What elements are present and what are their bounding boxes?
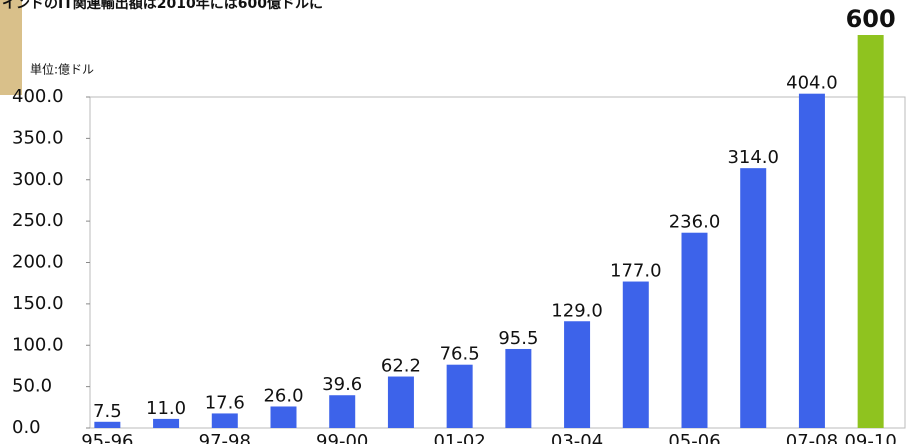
bar	[681, 232, 708, 428]
value-label: 314.0	[727, 147, 779, 168]
y-tick-label: 400.0	[12, 86, 64, 107]
y-tick-label: 50.0	[12, 376, 52, 397]
value-label: 600	[846, 5, 896, 33]
bar	[622, 281, 649, 428]
photo-fragment	[0, 0, 22, 95]
bar	[740, 168, 767, 429]
bar	[446, 364, 473, 428]
bar	[153, 418, 180, 428]
value-label: 7.5	[93, 401, 122, 422]
y-tick-label: 250.0	[12, 210, 64, 231]
x-tick-label: 09-10	[844, 431, 896, 444]
bar	[94, 421, 121, 428]
bar	[211, 413, 238, 428]
value-label: 404.0	[786, 73, 838, 94]
x-tick-label: 99-00	[316, 431, 368, 444]
plot-frame	[89, 96, 906, 429]
y-tick-label: 350.0	[12, 127, 64, 148]
value-label: 11.0	[146, 398, 186, 419]
x-tick-label: 03-04	[551, 431, 603, 444]
bar	[857, 35, 884, 428]
bar	[564, 321, 591, 428]
value-label: 95.5	[498, 328, 538, 349]
unit-label: 単位:億ドル	[30, 62, 94, 77]
x-tick-label: 05-06	[668, 431, 720, 444]
value-label: 62.2	[381, 356, 421, 377]
y-tick-label: 200.0	[12, 252, 64, 273]
y-tick-label: 100.0	[12, 334, 64, 355]
value-label: 26.0	[263, 385, 303, 406]
y-tick-label: 150.0	[12, 293, 64, 314]
bar	[329, 395, 356, 428]
value-label: 17.6	[205, 392, 245, 413]
bar	[270, 406, 297, 428]
bar	[798, 93, 825, 428]
x-tick-label: 07-08	[786, 431, 838, 444]
x-tick-label: 97-98	[199, 431, 251, 444]
value-label: 39.6	[322, 374, 362, 395]
x-tick-label: 95-96	[81, 431, 133, 444]
y-tick-label: 300.0	[12, 169, 64, 190]
value-label: 76.5	[440, 344, 480, 365]
bar	[505, 348, 532, 428]
chart-title: インドのIT関連輸出額は2010年には600億ドルに	[2, 0, 323, 12]
value-label: 236.0	[669, 212, 721, 233]
x-tick-label: 01-02	[433, 431, 485, 444]
bar	[387, 376, 414, 428]
value-label: 129.0	[551, 300, 603, 321]
y-tick-label: 0.0	[12, 417, 41, 438]
value-label: 177.0	[610, 261, 662, 282]
